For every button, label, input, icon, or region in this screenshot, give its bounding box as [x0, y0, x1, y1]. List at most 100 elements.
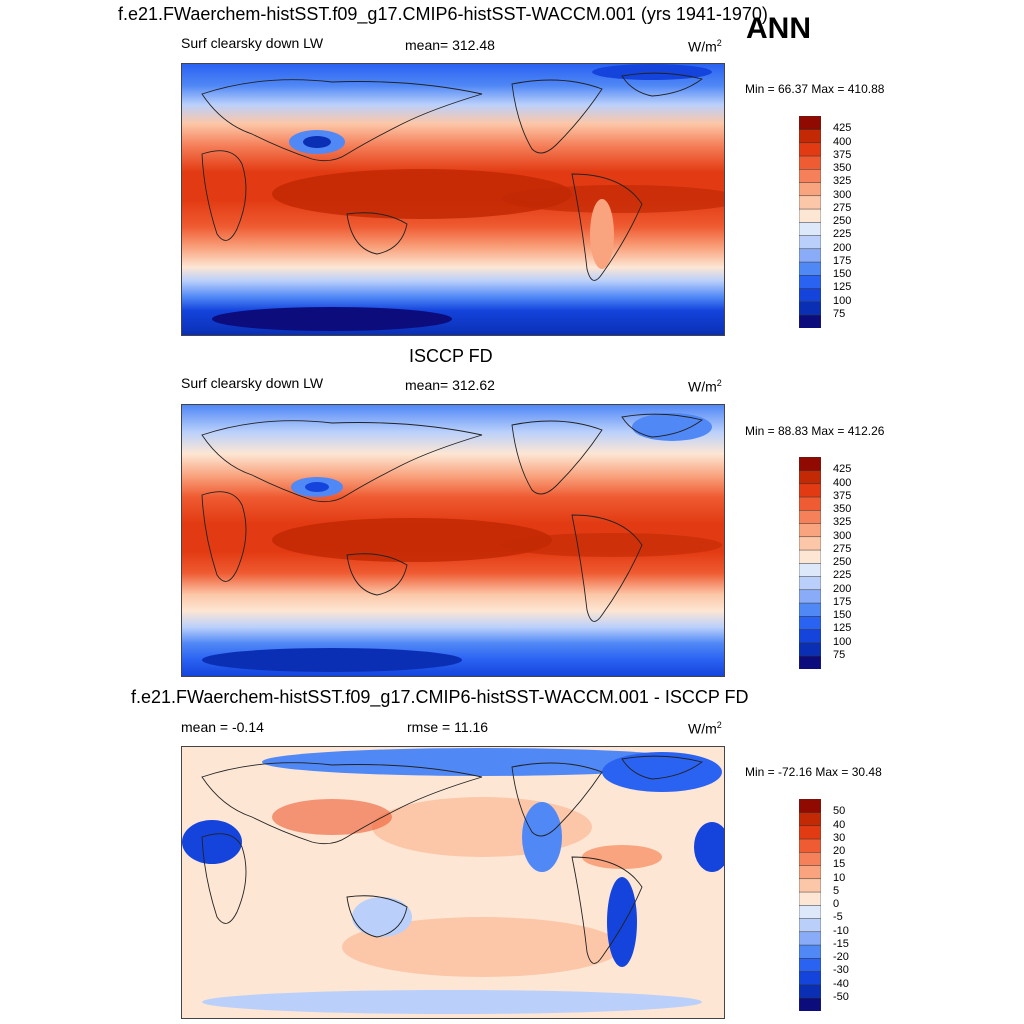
colorbar-swatch — [798, 509, 822, 524]
colorbar-swatch — [798, 496, 822, 511]
colorbar-swatch — [798, 274, 822, 289]
colorbar-tick-label: 0 — [833, 898, 840, 910]
colorbar-swatch — [798, 576, 822, 591]
colorbar-swatch — [798, 878, 822, 893]
colorbar-swatch — [798, 615, 822, 630]
colorbar-tick-label: 275 — [833, 542, 852, 555]
colorbar-swatch — [798, 812, 822, 827]
colorbar-tick-label: 225 — [833, 569, 852, 582]
colorbar-tick-label: 400 — [833, 476, 852, 489]
colorbar-tick-label: 150 — [833, 268, 852, 280]
colorbar-tick-label: 50 — [833, 805, 846, 818]
colorbar-tick-label: 40 — [833, 818, 846, 831]
panel-2-colorbar-swatches — [798, 456, 822, 670]
colorbar-swatch — [798, 629, 822, 644]
colorbar-tick-label: 300 — [833, 529, 852, 542]
colorbar-tick-label: 425 — [833, 463, 852, 476]
season-label: ANN — [746, 12, 811, 45]
colorbar-tick-label: 10 — [833, 871, 846, 884]
panel-2-min-max: Min = 88.83 Max = 412.26 — [745, 424, 885, 438]
colorbar-swatch — [798, 155, 822, 170]
colorbar-tick-label: 175 — [833, 595, 852, 608]
colorbar-tick-label: 400 — [833, 135, 852, 148]
colorbar-swatch — [798, 589, 822, 604]
colorbar-tick-label: 200 — [833, 582, 852, 595]
colorbar-tick-label: 375 — [833, 148, 852, 161]
colorbar-tick-label: 350 — [833, 503, 852, 515]
panel-3-mean: mean = -0.14 — [181, 719, 264, 735]
colorbar-swatch — [798, 182, 822, 197]
colorbar-tick-label: 250 — [833, 215, 852, 227]
colorbar-swatch — [798, 562, 822, 577]
colorbar-swatch — [798, 655, 822, 670]
colorbar-tick-label: 375 — [833, 489, 852, 502]
colorbar-tick-label: 250 — [833, 556, 852, 568]
colorbar-swatch — [798, 115, 822, 130]
colorbar-swatch — [798, 918, 822, 933]
colorbar-tick-label: 125 — [833, 281, 852, 294]
colorbar-swatch — [798, 235, 822, 250]
panel-3-colorbar-swatches — [798, 798, 822, 1012]
colorbar-tick-label: -30 — [833, 964, 849, 977]
colorbar-swatch — [798, 971, 822, 986]
panel-1-map — [181, 63, 725, 336]
colorbar-swatch — [798, 221, 822, 236]
panel-2-variable-label: Surf clearsky down LW — [181, 375, 324, 391]
colorbar-swatch — [798, 891, 822, 906]
colorbar-tick-label: -5 — [833, 911, 843, 924]
colorbar-swatch — [798, 536, 822, 551]
colorbar-swatch — [798, 261, 822, 276]
colorbar-swatch — [798, 549, 822, 564]
colorbar-tick-label: -15 — [833, 937, 849, 950]
colorbar-tick-label: 225 — [833, 228, 852, 241]
colorbar-swatch — [798, 142, 822, 157]
colorbar-tick-label: 150 — [833, 609, 852, 621]
panel-2-title: ISCCP FD — [409, 346, 493, 366]
colorbar-swatch — [798, 851, 822, 866]
colorbar-tick-label: 15 — [833, 858, 846, 871]
colorbar-tick-label: 350 — [833, 162, 852, 174]
colorbar-swatch — [798, 798, 822, 813]
panel-1-colorbar-swatches — [798, 115, 822, 329]
colorbar-tick-label: 175 — [833, 254, 852, 267]
colorbar-tick-label: 200 — [833, 241, 852, 254]
panel-1-variable-label: Surf clearsky down LW — [181, 35, 324, 51]
colorbar-swatch — [798, 931, 822, 946]
colorbar-tick-label: 325 — [833, 175, 852, 188]
colorbar-swatch — [798, 904, 822, 919]
panel-3-rmse: rmse = 11.16 — [407, 719, 489, 735]
colorbar-tick-label: 5 — [833, 884, 840, 897]
panel-3-units: W/m2 — [688, 720, 722, 737]
colorbar-tick-label: 30 — [833, 831, 846, 844]
panel-1-title: f.e21.FWaerchem-histSST.f09_g17.CMIP6-hi… — [118, 4, 768, 24]
panel-2-mean: mean= 312.62 — [405, 377, 495, 393]
colorbar-swatch — [798, 944, 822, 959]
colorbar-swatch — [798, 865, 822, 880]
panel-2-units: W/m2 — [688, 378, 722, 395]
panel-3-colorbar — [798, 798, 822, 1012]
colorbar-swatch — [798, 314, 822, 329]
colorbar-swatch — [798, 825, 822, 840]
colorbar-tick-label: -40 — [833, 977, 849, 990]
colorbar-tick-label: 75 — [833, 307, 846, 320]
colorbar-swatch — [798, 470, 822, 485]
colorbar-swatch — [798, 483, 822, 498]
panel-3-title: f.e21.FWaerchem-histSST.f09_g17.CMIP6-hi… — [131, 687, 749, 707]
panel-1-min-max: Min = 66.37 Max = 410.88 — [745, 82, 885, 96]
panel-1-mean: mean= 312.48 — [405, 37, 495, 53]
colorbar-tick-label: 100 — [833, 635, 852, 648]
colorbar-tick-label: 20 — [833, 845, 846, 857]
colorbar-tick-label: -20 — [833, 951, 849, 963]
colorbar-tick-label: 75 — [833, 648, 846, 661]
colorbar-swatch — [798, 301, 822, 316]
colorbar-swatch — [798, 456, 822, 471]
colorbar-swatch — [798, 248, 822, 263]
colorbar-swatch — [798, 997, 822, 1012]
panel-1-colorbar — [798, 115, 822, 329]
colorbar-tick-label: -50 — [833, 990, 849, 1003]
colorbar-swatch — [798, 208, 822, 223]
colorbar-tick-label: 425 — [833, 122, 852, 135]
colorbar-tick-label: 125 — [833, 622, 852, 635]
colorbar-swatch — [798, 957, 822, 972]
colorbar-tick-label: 275 — [833, 201, 852, 214]
